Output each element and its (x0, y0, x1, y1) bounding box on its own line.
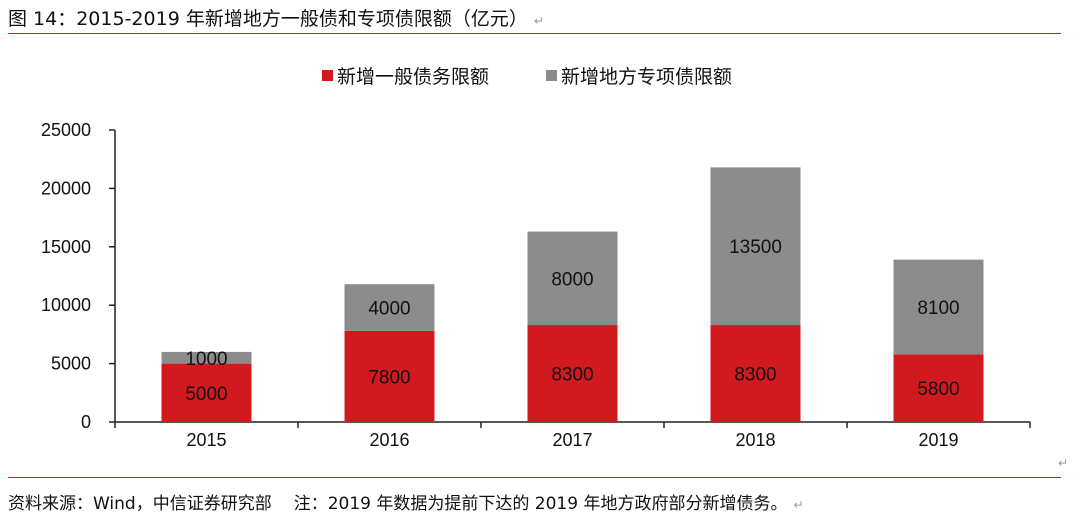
bars (161, 167, 984, 422)
top-divider (8, 33, 1061, 34)
data-label-general-2015: 5000 (185, 384, 227, 405)
figure-title-text: 图 14：2015-2019 年新增地方一般债和专项债限额（亿元） (8, 8, 528, 30)
paragraph-mark-icon: ↵ (533, 14, 544, 28)
axes: 0 5000 10000 15000 20000 25000 2015 2016 2017 201… (41, 120, 1031, 450)
y-tick-label: 25000 (41, 120, 91, 140)
source-text: 资料来源：Wind，中信证券研究部 (8, 494, 272, 514)
x-tick-label: 2017 (552, 430, 592, 450)
y-tick-label: 20000 (41, 178, 91, 198)
data-label-general-2017: 8300 (551, 365, 593, 386)
y-tick-label: 15000 (41, 237, 91, 257)
x-tick-label: 2019 (918, 430, 958, 450)
y-tick-label: 10000 (41, 295, 91, 315)
data-label-special-2019: 8100 (917, 298, 959, 319)
data-labels: 5000 1000 7800 4000 8300 8000 8300 13500 5800 810… (185, 237, 959, 405)
data-label-general-2016: 7800 (368, 367, 410, 388)
bar-segment-general-2016 (344, 330, 435, 422)
data-label-special-2015: 1000 (185, 349, 227, 370)
paragraph-mark-icon: ↵ (1057, 456, 1068, 470)
legend: 新增一般债务限额 新增地方专项债限额 (322, 66, 732, 88)
data-label-general-2018: 8300 (734, 365, 776, 386)
bar-segment-general-2018 (710, 325, 801, 422)
data-label-general-2019: 5800 (917, 379, 959, 400)
data-label-special-2018: 13500 (729, 237, 782, 258)
data-label-special-2016: 4000 (368, 299, 410, 320)
bar-segment-general-2019 (893, 354, 984, 422)
bar-segment-special-2018 (710, 167, 801, 326)
legend-label-general: 新增一般债务限额 (337, 66, 489, 88)
x-tick-label: 2016 (369, 430, 409, 450)
legend-label-special: 新增地方专项债限额 (561, 66, 732, 88)
x-tick-label: 2018 (735, 430, 775, 450)
bar-segment-general-2015 (161, 363, 252, 422)
bar-segment-special-2016 (344, 284, 435, 331)
bar-segment-general-2017 (527, 325, 618, 422)
chart: 0 5000 10000 15000 20000 25000 2015 2016 2017 201… (41, 66, 1031, 450)
y-tick-label: 5000 (51, 354, 91, 374)
y-tick-label: 0 (81, 412, 91, 432)
figure-title: 图 14：2015-2019 年新增地方一般债和专项债限额（亿元） ↵ (8, 4, 544, 31)
note-text: 注：2019 年数据为提前下达的 2019 年地方政府部分新增债务。 (293, 494, 788, 514)
data-label-special-2017: 8000 (551, 269, 593, 290)
bar-segment-special-2015 (161, 351, 252, 364)
bottom-divider (8, 477, 1061, 478)
legend-swatch-special (546, 70, 557, 81)
legend-swatch-general (322, 70, 333, 81)
bar-segment-special-2017 (527, 231, 618, 326)
paragraph-mark-icon: ↵ (793, 498, 804, 512)
source-note: 资料来源：Wind，中信证券研究部 注：2019 年数据为提前下达的 2019 年… (8, 489, 804, 514)
x-tick-label: 2015 (186, 430, 226, 450)
bar-segment-special-2019 (893, 259, 984, 355)
